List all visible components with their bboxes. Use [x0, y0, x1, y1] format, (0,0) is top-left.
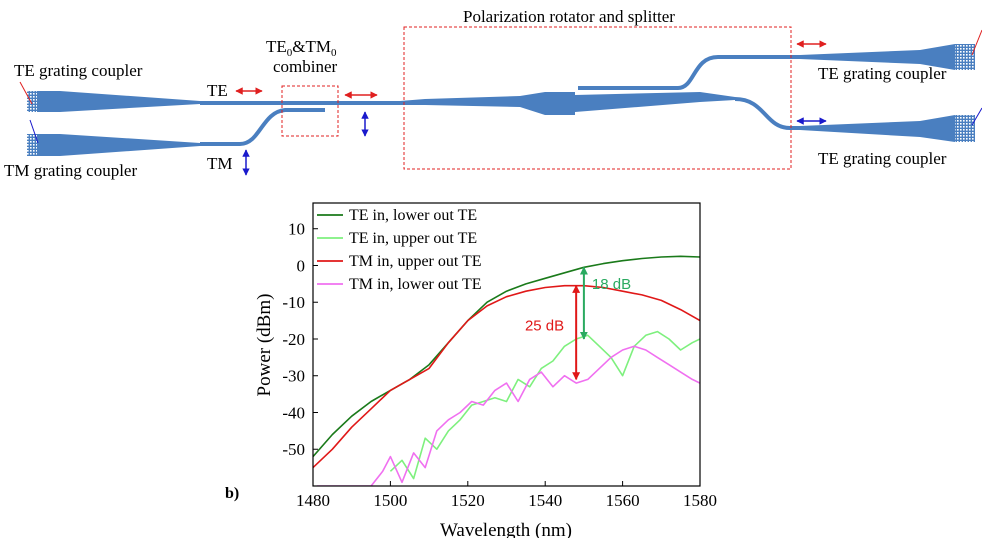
- prs-box: [403, 26, 792, 170]
- te-grating-coupler-right-upper: [800, 44, 975, 70]
- y-tick-label: -50: [282, 440, 305, 459]
- upper-gc-pointer: [971, 29, 982, 56]
- x-tick-label: 1560: [606, 491, 640, 510]
- lower-gc-pointer: [971, 107, 982, 126]
- series-line-0: [313, 255, 700, 458]
- prs-title: Polarization rotator and splitter: [463, 7, 675, 26]
- legend-entry: TE in, upper out TE: [349, 230, 477, 247]
- tm-grating-coupler-left: [27, 134, 200, 156]
- series-line-3: [316, 345, 700, 486]
- x-tick-label: 1520: [451, 491, 485, 510]
- te-grating-coupler-right-lower: [800, 115, 975, 142]
- te-grating-coupler-right-lower-label: TE grating coupler: [818, 149, 947, 168]
- x-tick-label: 1540: [528, 491, 562, 510]
- combiner-subtitle: combiner: [273, 57, 338, 76]
- te-label: TE: [207, 81, 228, 100]
- tm-waveguide-bend: [200, 108, 325, 146]
- legend-entry: TM in, lower out TE: [349, 276, 482, 293]
- combiner-title: TE0&TM0: [266, 37, 337, 59]
- y-tick-label: -20: [282, 330, 305, 349]
- te-grating-coupler-left-label: TE grating coupler: [14, 61, 143, 80]
- y-tick-label: -40: [282, 403, 305, 422]
- annotation-label: 25 dB: [525, 318, 564, 335]
- series-line-2: [313, 284, 700, 469]
- legend: TE in, lower out TE TE in, upper out TE TM…: [317, 207, 482, 293]
- y-tick-label: -10: [282, 293, 305, 312]
- plot-frame: [312, 202, 701, 487]
- tm-label: TM: [207, 154, 233, 173]
- combiner-box: [281, 85, 339, 137]
- te-waveguide: [200, 101, 400, 105]
- y-axis-label: Power (dBm): [254, 294, 275, 397]
- annotations: 18 dB 25 dB: [525, 266, 631, 381]
- y-tick-label: 10: [288, 220, 305, 239]
- x-axis: 1480 1500 1520 1540 1560 1580: [296, 481, 717, 510]
- te-gc-pointer: [19, 81, 33, 105]
- annotation-label: 18 dB: [592, 276, 631, 293]
- panel-b-label: b): [225, 485, 240, 502]
- tm-gc-pointer: [29, 119, 39, 144]
- y-tick-label: -30: [282, 367, 305, 386]
- device-schematic: TE grating coupler TM grating coupler TE…: [4, 7, 982, 180]
- x-tick-label: 1580: [683, 491, 717, 510]
- prs-structure: [400, 55, 800, 130]
- tm-grating-coupler-left-label: TM grating coupler: [4, 161, 137, 180]
- series-line-1: [389, 330, 700, 480]
- legend-entry: TE in, lower out TE: [349, 207, 477, 224]
- legend-entry: TM in, upper out TE: [349, 253, 482, 270]
- y-tick-label: 0: [297, 256, 306, 275]
- series-lines: [313, 255, 700, 486]
- x-tick-label: 1500: [373, 491, 407, 510]
- te-grating-coupler-left: [27, 91, 200, 112]
- x-tick-label: 1480: [296, 491, 330, 510]
- y-axis: 10 0 -10 -20 -30 -40 -50: [282, 220, 318, 459]
- x-axis-label: Wavelength (nm): [440, 520, 572, 538]
- te-grating-coupler-right-upper-label: TE grating coupler: [818, 64, 947, 83]
